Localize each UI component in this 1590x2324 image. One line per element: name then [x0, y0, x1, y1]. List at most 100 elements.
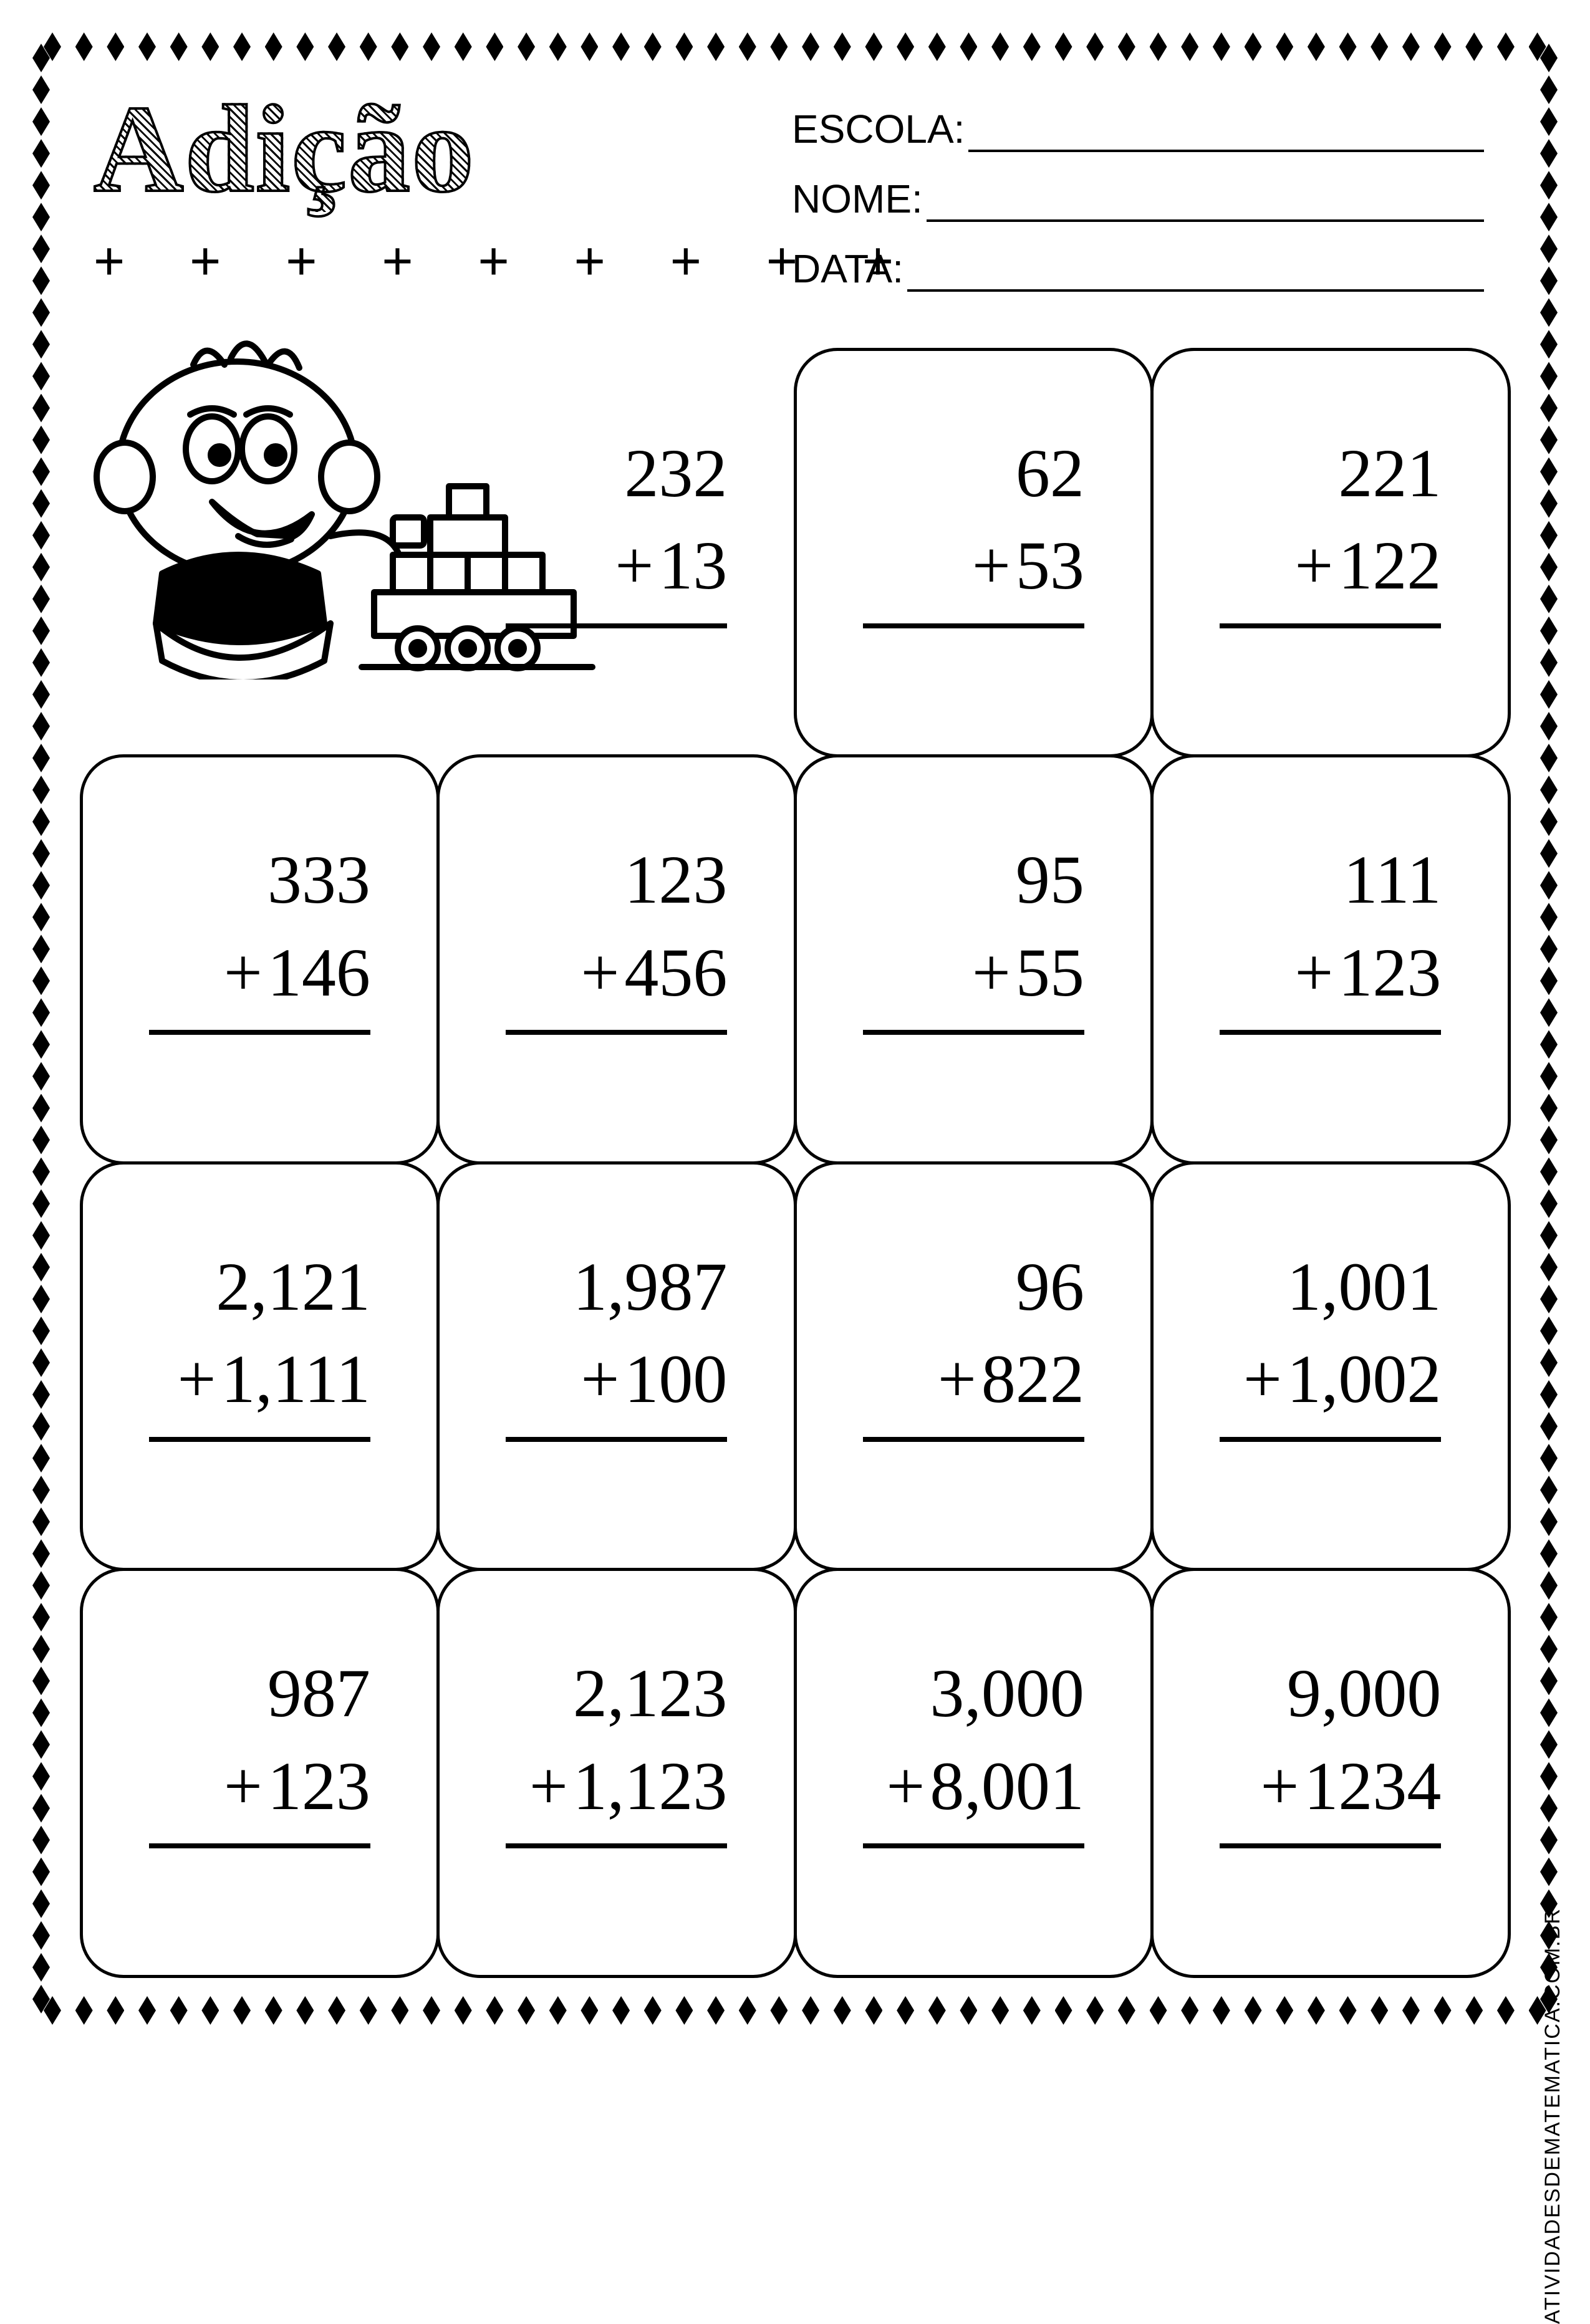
- addend-top: 95: [863, 833, 1084, 926]
- addition-problem[interactable]: 1,001+ 1,002: [1220, 1241, 1441, 1442]
- addition-problem[interactable]: 9,000+ 1234: [1220, 1647, 1441, 1848]
- addend-top: 3,000: [863, 1647, 1084, 1740]
- plus-icon: +: [529, 1740, 568, 1833]
- problem-cell: 987+ 123: [80, 1568, 440, 1978]
- input-nome[interactable]: [927, 187, 1484, 222]
- addend-bottom-value: 1,123: [573, 1748, 728, 1824]
- addend-bottom: + 1,002: [1220, 1333, 1441, 1442]
- addition-problem[interactable]: 232+ 13: [506, 427, 727, 628]
- addition-problem[interactable]: 123+ 456: [506, 833, 727, 1035]
- label-nome: NOME:: [792, 176, 923, 222]
- label-data: DATA:: [792, 246, 903, 292]
- addition-problem[interactable]: 987+ 123: [149, 1647, 370, 1848]
- problem-cell: 3,000+ 8,001: [794, 1568, 1154, 1978]
- addend-top: 987: [149, 1647, 370, 1740]
- worksheet-page: Adição + + + + + + + + + ESCOLA: NOME: D…: [0, 0, 1590, 2057]
- addend-bottom: + 822: [863, 1333, 1084, 1442]
- problem-cell: 333+ 146: [80, 754, 440, 1164]
- addend-bottom: + 1234: [1220, 1740, 1441, 1849]
- addend-top: 333: [149, 833, 370, 926]
- addend-top: 1,001: [1220, 1241, 1441, 1333]
- content-area: Adição + + + + + + + + + ESCOLA: NOME: D…: [81, 81, 1509, 1976]
- addend-bottom-value: 13: [658, 527, 727, 603]
- addend-bottom-value: 1234: [1304, 1748, 1441, 1824]
- input-escola[interactable]: [968, 117, 1484, 152]
- problem-cell: 232+ 13: [436, 348, 797, 758]
- plus-icon: +: [1260, 1740, 1299, 1833]
- input-data[interactable]: [907, 257, 1484, 292]
- plus-icon: +: [615, 519, 653, 612]
- addend-top: 232: [506, 427, 727, 520]
- plus-decoration: + + + + + + + + +: [94, 231, 748, 292]
- addend-top: 111: [1220, 833, 1441, 926]
- plus-icon: +: [938, 1333, 976, 1426]
- addend-bottom-value: 123: [267, 1748, 370, 1824]
- addend-bottom: + 53: [863, 519, 1084, 628]
- addend-bottom-value: 55: [1016, 934, 1084, 1011]
- problem-cell: 62+ 53: [794, 348, 1154, 758]
- addend-bottom: + 13: [506, 519, 727, 628]
- problem-cell: 96+ 822: [794, 1161, 1154, 1572]
- addend-top: 2,123: [506, 1647, 727, 1740]
- addition-problem[interactable]: 3,000+ 8,001: [863, 1647, 1084, 1848]
- page-title: Adição: [94, 87, 475, 212]
- problem-cell: 221+ 122: [1150, 348, 1511, 758]
- mascot-cell: [80, 348, 440, 758]
- field-escola: ESCOLA:: [792, 106, 1484, 152]
- student-info-form: ESCOLA: NOME: DATA:: [792, 106, 1484, 315]
- problem-cell: 9,000+ 1234: [1150, 1568, 1511, 1978]
- addend-bottom-value: 146: [267, 934, 370, 1011]
- plus-icon: +: [224, 1740, 263, 1833]
- problem-cell: 111+ 123: [1150, 754, 1511, 1164]
- addition-problem[interactable]: 333+ 146: [149, 833, 370, 1035]
- addition-problem[interactable]: 111+ 123: [1220, 833, 1441, 1035]
- plus-icon: +: [224, 926, 263, 1019]
- problem-cell: 95+ 55: [794, 754, 1154, 1164]
- addition-problem[interactable]: 1,987+ 100: [506, 1241, 727, 1442]
- plus-icon: +: [972, 926, 1011, 1019]
- addend-bottom: + 55: [863, 926, 1084, 1035]
- addend-bottom-value: 122: [1338, 527, 1441, 603]
- field-nome: NOME:: [792, 176, 1484, 222]
- addend-bottom: + 100: [506, 1333, 727, 1442]
- plus-icon: +: [177, 1333, 216, 1426]
- plus-icon: +: [1294, 926, 1333, 1019]
- plus-icon: +: [972, 519, 1011, 612]
- addend-bottom-value: 822: [981, 1341, 1084, 1417]
- addend-top: 2,121: [149, 1241, 370, 1333]
- addend-top: 221: [1220, 427, 1441, 520]
- addend-bottom-value: 456: [624, 934, 727, 1011]
- addend-top: 62: [863, 427, 1084, 520]
- addition-problem[interactable]: 62+ 53: [863, 427, 1084, 628]
- addition-problem[interactable]: 2,123+ 1,123: [506, 1647, 727, 1848]
- addend-bottom-value: 1,002: [1287, 1341, 1442, 1417]
- addend-bottom: + 456: [506, 926, 727, 1035]
- addend-bottom: + 1,123: [506, 1740, 727, 1849]
- addition-problem[interactable]: 95+ 55: [863, 833, 1084, 1035]
- plus-icon: +: [1243, 1333, 1282, 1426]
- field-data: DATA:: [792, 246, 1484, 292]
- addend-top: 1,987: [506, 1241, 727, 1333]
- problem-cell: 1,001+ 1,002: [1150, 1161, 1511, 1572]
- addition-problem[interactable]: 221+ 122: [1220, 427, 1441, 628]
- addend-top: 96: [863, 1241, 1084, 1333]
- plus-icon: +: [581, 926, 619, 1019]
- problem-cell: 2,123+ 1,123: [436, 1568, 797, 1978]
- plus-icon: +: [886, 1740, 925, 1833]
- problem-cell: 1,987+ 100: [436, 1161, 797, 1572]
- addend-bottom: + 146: [149, 926, 370, 1035]
- addend-bottom: + 8,001: [863, 1740, 1084, 1849]
- addend-bottom-value: 123: [1338, 934, 1441, 1011]
- source-watermark: ATIVIDADESDEMATEMATICA.COM.BR: [1541, 1908, 1565, 2324]
- addend-bottom: + 122: [1220, 519, 1441, 628]
- addend-bottom: + 1,111: [149, 1333, 370, 1442]
- plus-icon: +: [581, 1333, 619, 1426]
- problem-cell: 2,121+ 1,111: [80, 1161, 440, 1572]
- plus-icon: +: [1294, 519, 1333, 612]
- addition-problem[interactable]: 96+ 822: [863, 1241, 1084, 1442]
- addend-bottom-value: 8,001: [930, 1748, 1084, 1824]
- addition-problem[interactable]: 2,121+ 1,111: [149, 1241, 370, 1442]
- problems-grid: 232+ 1362+ 53221+ 122333+ 146123+ 45695+…: [81, 349, 1509, 1976]
- addend-bottom: + 123: [1220, 926, 1441, 1035]
- label-escola: ESCOLA:: [792, 106, 965, 152]
